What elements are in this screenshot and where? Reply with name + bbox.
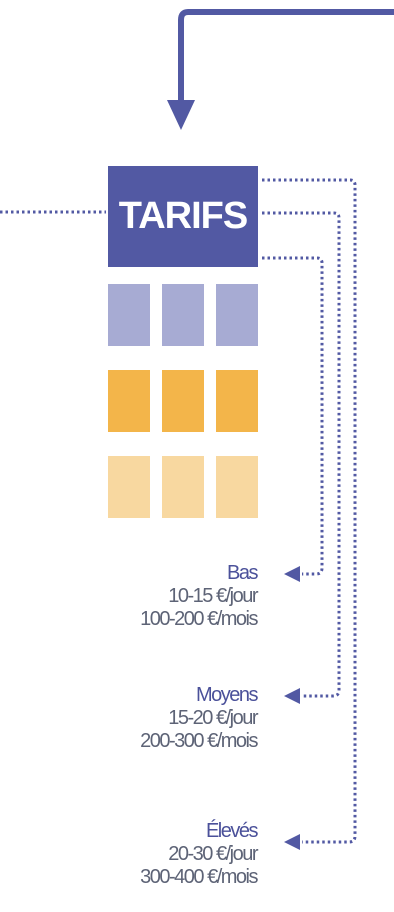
tier-name: Bas <box>227 562 258 584</box>
tier-mid-cell <box>108 370 150 432</box>
incoming-flow-line <box>178 9 394 108</box>
connector-eleves <box>262 178 357 844</box>
tier-name: Moyens <box>195 684 259 706</box>
tier-low-cell <box>216 284 258 346</box>
connector-bas <box>262 256 324 576</box>
tier-bas: Bas 10-15 €/jour 100-200 €/mois <box>140 562 258 631</box>
tier-mid-cell <box>162 370 204 432</box>
tier-eleves: Élevés 20-30 €/jour 300-400 €/mois <box>140 820 259 889</box>
tier-price-day: 20-30 €/jour <box>168 843 258 865</box>
tier-low-cell <box>162 284 204 346</box>
arrowhead-moyens <box>284 688 300 704</box>
tier-high-cell <box>162 456 204 518</box>
arrowhead-eleves <box>284 834 300 850</box>
tier-price-day: 15-20 €/jour <box>168 707 258 729</box>
tier-price-day: 10-15 €/jour <box>168 585 258 607</box>
tier-high-cell <box>108 456 150 518</box>
connector-moyens <box>262 211 341 698</box>
tier-price-month: 200-300 €/mois <box>140 730 258 752</box>
tier-moyens: Moyens 15-20 €/jour 200-300 €/mois <box>140 684 259 753</box>
tier-low-cell <box>108 284 150 346</box>
tier-high-cell <box>216 456 258 518</box>
incoming-arrowhead <box>167 100 195 130</box>
tier-name: Élevés <box>205 820 259 842</box>
tarifs-box: TARIFS <box>108 166 258 267</box>
arrowhead-bas <box>284 566 300 582</box>
tier-price-month: 300-400 €/mois <box>140 866 258 888</box>
tarifs-title: TARIFS <box>118 195 248 237</box>
tier-mid-cell <box>216 370 258 432</box>
tier-price-month: 100-200 €/mois <box>140 608 258 630</box>
